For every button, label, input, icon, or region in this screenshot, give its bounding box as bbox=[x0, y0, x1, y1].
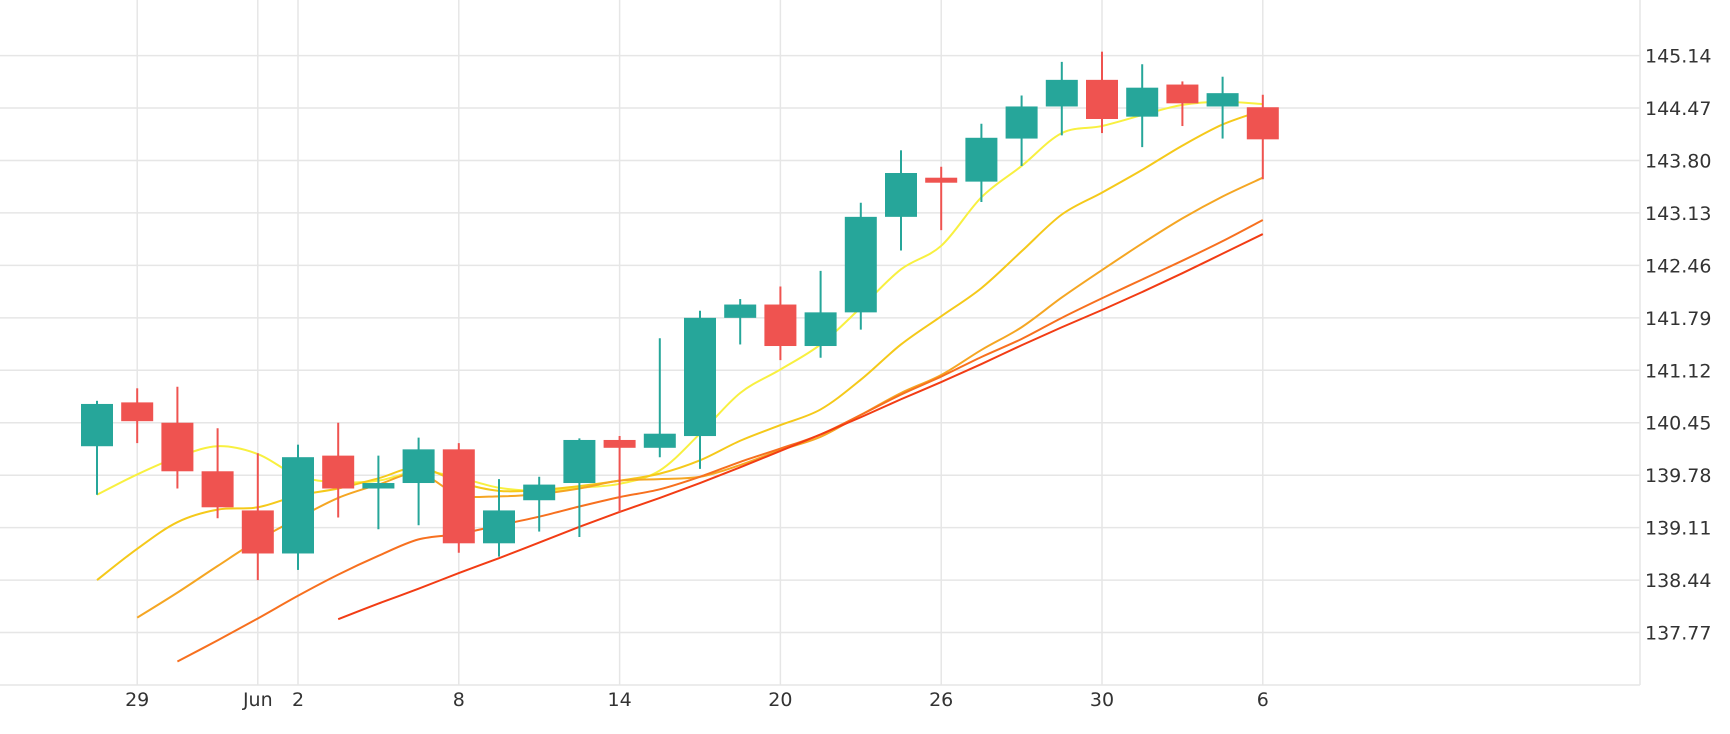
candle bbox=[241, 453, 274, 581]
x-tick-label: Jun bbox=[242, 689, 273, 711]
candle-body bbox=[1126, 87, 1159, 117]
candle bbox=[1086, 51, 1118, 134]
y-tick-label: 137.77 bbox=[1645, 623, 1711, 645]
grid-layer bbox=[0, 0, 1641, 686]
x-tick-label: 20 bbox=[768, 689, 792, 711]
candle-body bbox=[1246, 107, 1279, 140]
x-tick-label: 30 bbox=[1090, 689, 1114, 711]
y-tick-label: 139.11 bbox=[1645, 518, 1711, 540]
candle bbox=[1126, 64, 1159, 148]
candle-body bbox=[925, 177, 958, 183]
candle-body bbox=[965, 137, 998, 182]
candle-body bbox=[402, 449, 435, 484]
candle bbox=[442, 443, 475, 553]
candle bbox=[1206, 76, 1239, 139]
candle-body bbox=[804, 312, 837, 347]
moving-average-line bbox=[337, 233, 1264, 621]
candle-body bbox=[1166, 84, 1199, 104]
candle bbox=[764, 286, 797, 361]
candle bbox=[925, 166, 958, 231]
x-tick-label: 29 bbox=[125, 689, 149, 711]
candle-body bbox=[603, 439, 636, 448]
moving-average-line bbox=[176, 219, 1264, 663]
candle bbox=[81, 400, 113, 495]
candle-body bbox=[724, 304, 757, 318]
candle bbox=[844, 202, 877, 330]
y-tick-label: 138.44 bbox=[1645, 570, 1711, 592]
candle-body bbox=[844, 216, 877, 313]
axis-layer: 137.77 138.44 139.11 139.78 140.45 141.12 141.… bbox=[125, 46, 1711, 711]
candle bbox=[161, 386, 194, 489]
candle-body bbox=[643, 433, 676, 448]
candle-body bbox=[1005, 106, 1038, 139]
candle-body bbox=[1045, 79, 1078, 107]
candle bbox=[121, 388, 154, 444]
candle bbox=[483, 479, 515, 557]
x-tick-label: 6 bbox=[1257, 689, 1269, 711]
candle-body bbox=[81, 403, 113, 447]
candle bbox=[684, 310, 716, 469]
candle-body bbox=[1206, 93, 1239, 107]
candle-body bbox=[161, 422, 194, 472]
candle bbox=[1246, 94, 1279, 180]
candle-layer bbox=[81, 51, 1279, 581]
candle-body bbox=[442, 449, 475, 544]
candle bbox=[885, 150, 917, 251]
y-tick-label: 141.12 bbox=[1645, 360, 1711, 382]
candle-body bbox=[322, 455, 355, 489]
candle bbox=[965, 123, 998, 202]
candle bbox=[643, 338, 676, 458]
y-tick-label: 141.79 bbox=[1645, 308, 1711, 330]
x-tick-label: 26 bbox=[929, 689, 953, 711]
candle-body bbox=[523, 484, 556, 501]
candle-body bbox=[121, 402, 154, 422]
y-tick-label: 143.80 bbox=[1645, 150, 1711, 172]
candle-body bbox=[684, 317, 716, 437]
candle-body bbox=[201, 471, 234, 508]
x-tick-label: 2 bbox=[292, 689, 304, 711]
y-tick-label: 145.14 bbox=[1645, 46, 1711, 68]
y-tick-label: 139.78 bbox=[1645, 465, 1711, 487]
candle bbox=[282, 444, 314, 570]
moving-average-layer bbox=[96, 100, 1264, 663]
y-tick-label: 140.45 bbox=[1645, 413, 1711, 435]
candle bbox=[603, 436, 636, 512]
candle bbox=[402, 437, 435, 526]
y-tick-label: 142.46 bbox=[1645, 255, 1711, 277]
candle bbox=[804, 270, 837, 358]
candle-body bbox=[764, 304, 797, 347]
moving-average-line bbox=[96, 109, 1264, 581]
candle-body bbox=[362, 483, 395, 489]
candle bbox=[322, 422, 355, 518]
y-tick-label: 143.13 bbox=[1645, 203, 1711, 225]
candle-body bbox=[282, 457, 314, 554]
candle-body bbox=[483, 510, 515, 544]
candle bbox=[523, 476, 556, 532]
candle-body bbox=[885, 173, 917, 217]
candle bbox=[1166, 81, 1199, 127]
candle bbox=[563, 438, 596, 538]
candle bbox=[724, 299, 757, 345]
x-tick-label: 14 bbox=[608, 689, 632, 711]
candle-body bbox=[241, 510, 274, 554]
candle-body bbox=[1086, 79, 1118, 119]
x-tick-label: 8 bbox=[453, 689, 465, 711]
candle bbox=[1005, 95, 1038, 166]
candle bbox=[1045, 61, 1078, 136]
candle bbox=[201, 428, 234, 519]
candle bbox=[362, 455, 395, 530]
y-tick-label: 144.47 bbox=[1645, 98, 1711, 120]
candle-body bbox=[563, 439, 596, 484]
